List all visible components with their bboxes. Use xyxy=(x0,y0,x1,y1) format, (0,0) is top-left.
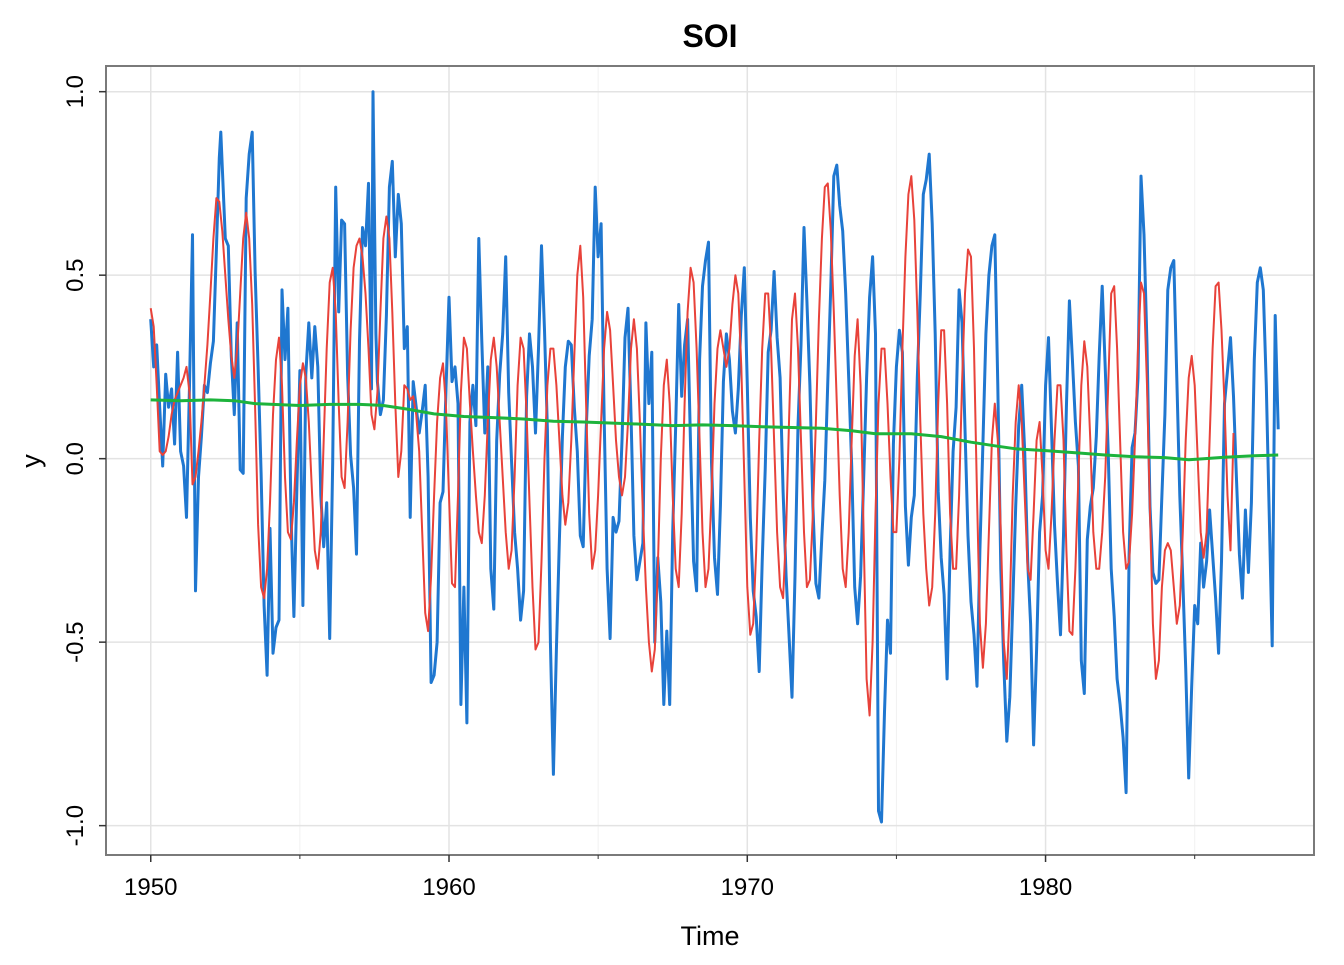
series-lines xyxy=(149,90,1280,824)
y-tick-label: 1.0 xyxy=(62,75,89,108)
series-line xyxy=(150,398,1279,462)
axis-ticks: 1950 1960 1970 1980 -1.0 -0.5 0.0 0.5 1.0 xyxy=(62,75,1196,901)
y-tick-label: 0.5 xyxy=(62,258,89,291)
series-line xyxy=(149,90,1280,824)
series-line xyxy=(149,175,1235,717)
y-tick-label: -1.0 xyxy=(62,805,89,846)
y-axis-label: y xyxy=(16,454,46,468)
x-tick-label: 1950 xyxy=(124,874,177,901)
y-tick-label: 0.0 xyxy=(62,442,89,475)
x-tick-label: 1980 xyxy=(1019,874,1072,901)
x-tick-label: 1970 xyxy=(721,874,774,901)
y-tick-label: -0.5 xyxy=(62,621,89,662)
x-tick-label: 1960 xyxy=(422,874,475,901)
chart-title: SOI xyxy=(682,18,737,54)
plot-border xyxy=(105,65,1315,856)
x-axis-label: Time xyxy=(681,921,740,951)
